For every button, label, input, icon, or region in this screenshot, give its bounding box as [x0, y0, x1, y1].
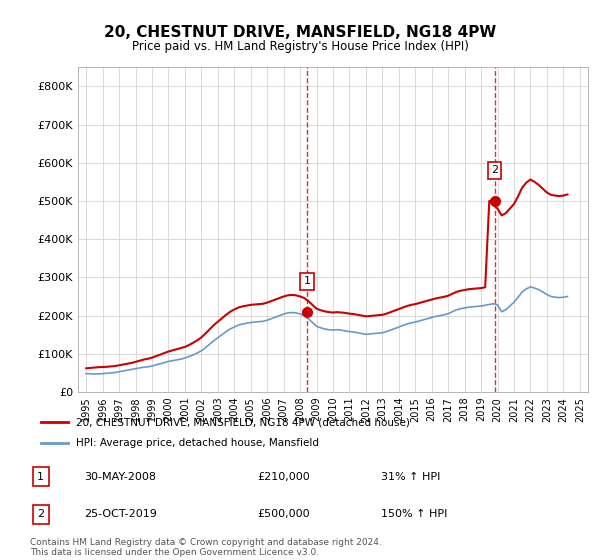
Text: 20, CHESTNUT DRIVE, MANSFIELD, NG18 4PW (detached house): 20, CHESTNUT DRIVE, MANSFIELD, NG18 4PW …	[76, 417, 410, 427]
Text: 2: 2	[37, 509, 44, 519]
Text: 1: 1	[37, 472, 44, 482]
Text: HPI: Average price, detached house, Mansfield: HPI: Average price, detached house, Mans…	[76, 438, 319, 448]
Text: 2: 2	[491, 165, 498, 175]
Text: 25-OCT-2019: 25-OCT-2019	[84, 509, 157, 519]
Text: 20, CHESTNUT DRIVE, MANSFIELD, NG18 4PW: 20, CHESTNUT DRIVE, MANSFIELD, NG18 4PW	[104, 25, 496, 40]
Text: Contains HM Land Registry data © Crown copyright and database right 2024.
This d: Contains HM Land Registry data © Crown c…	[30, 538, 382, 557]
Text: £210,000: £210,000	[257, 472, 310, 482]
Text: 150% ↑ HPI: 150% ↑ HPI	[381, 509, 448, 519]
Text: 30-MAY-2008: 30-MAY-2008	[84, 472, 156, 482]
Text: £500,000: £500,000	[257, 509, 310, 519]
Text: 1: 1	[304, 276, 310, 286]
Text: 31% ↑ HPI: 31% ↑ HPI	[381, 472, 440, 482]
Text: Price paid vs. HM Land Registry's House Price Index (HPI): Price paid vs. HM Land Registry's House …	[131, 40, 469, 53]
